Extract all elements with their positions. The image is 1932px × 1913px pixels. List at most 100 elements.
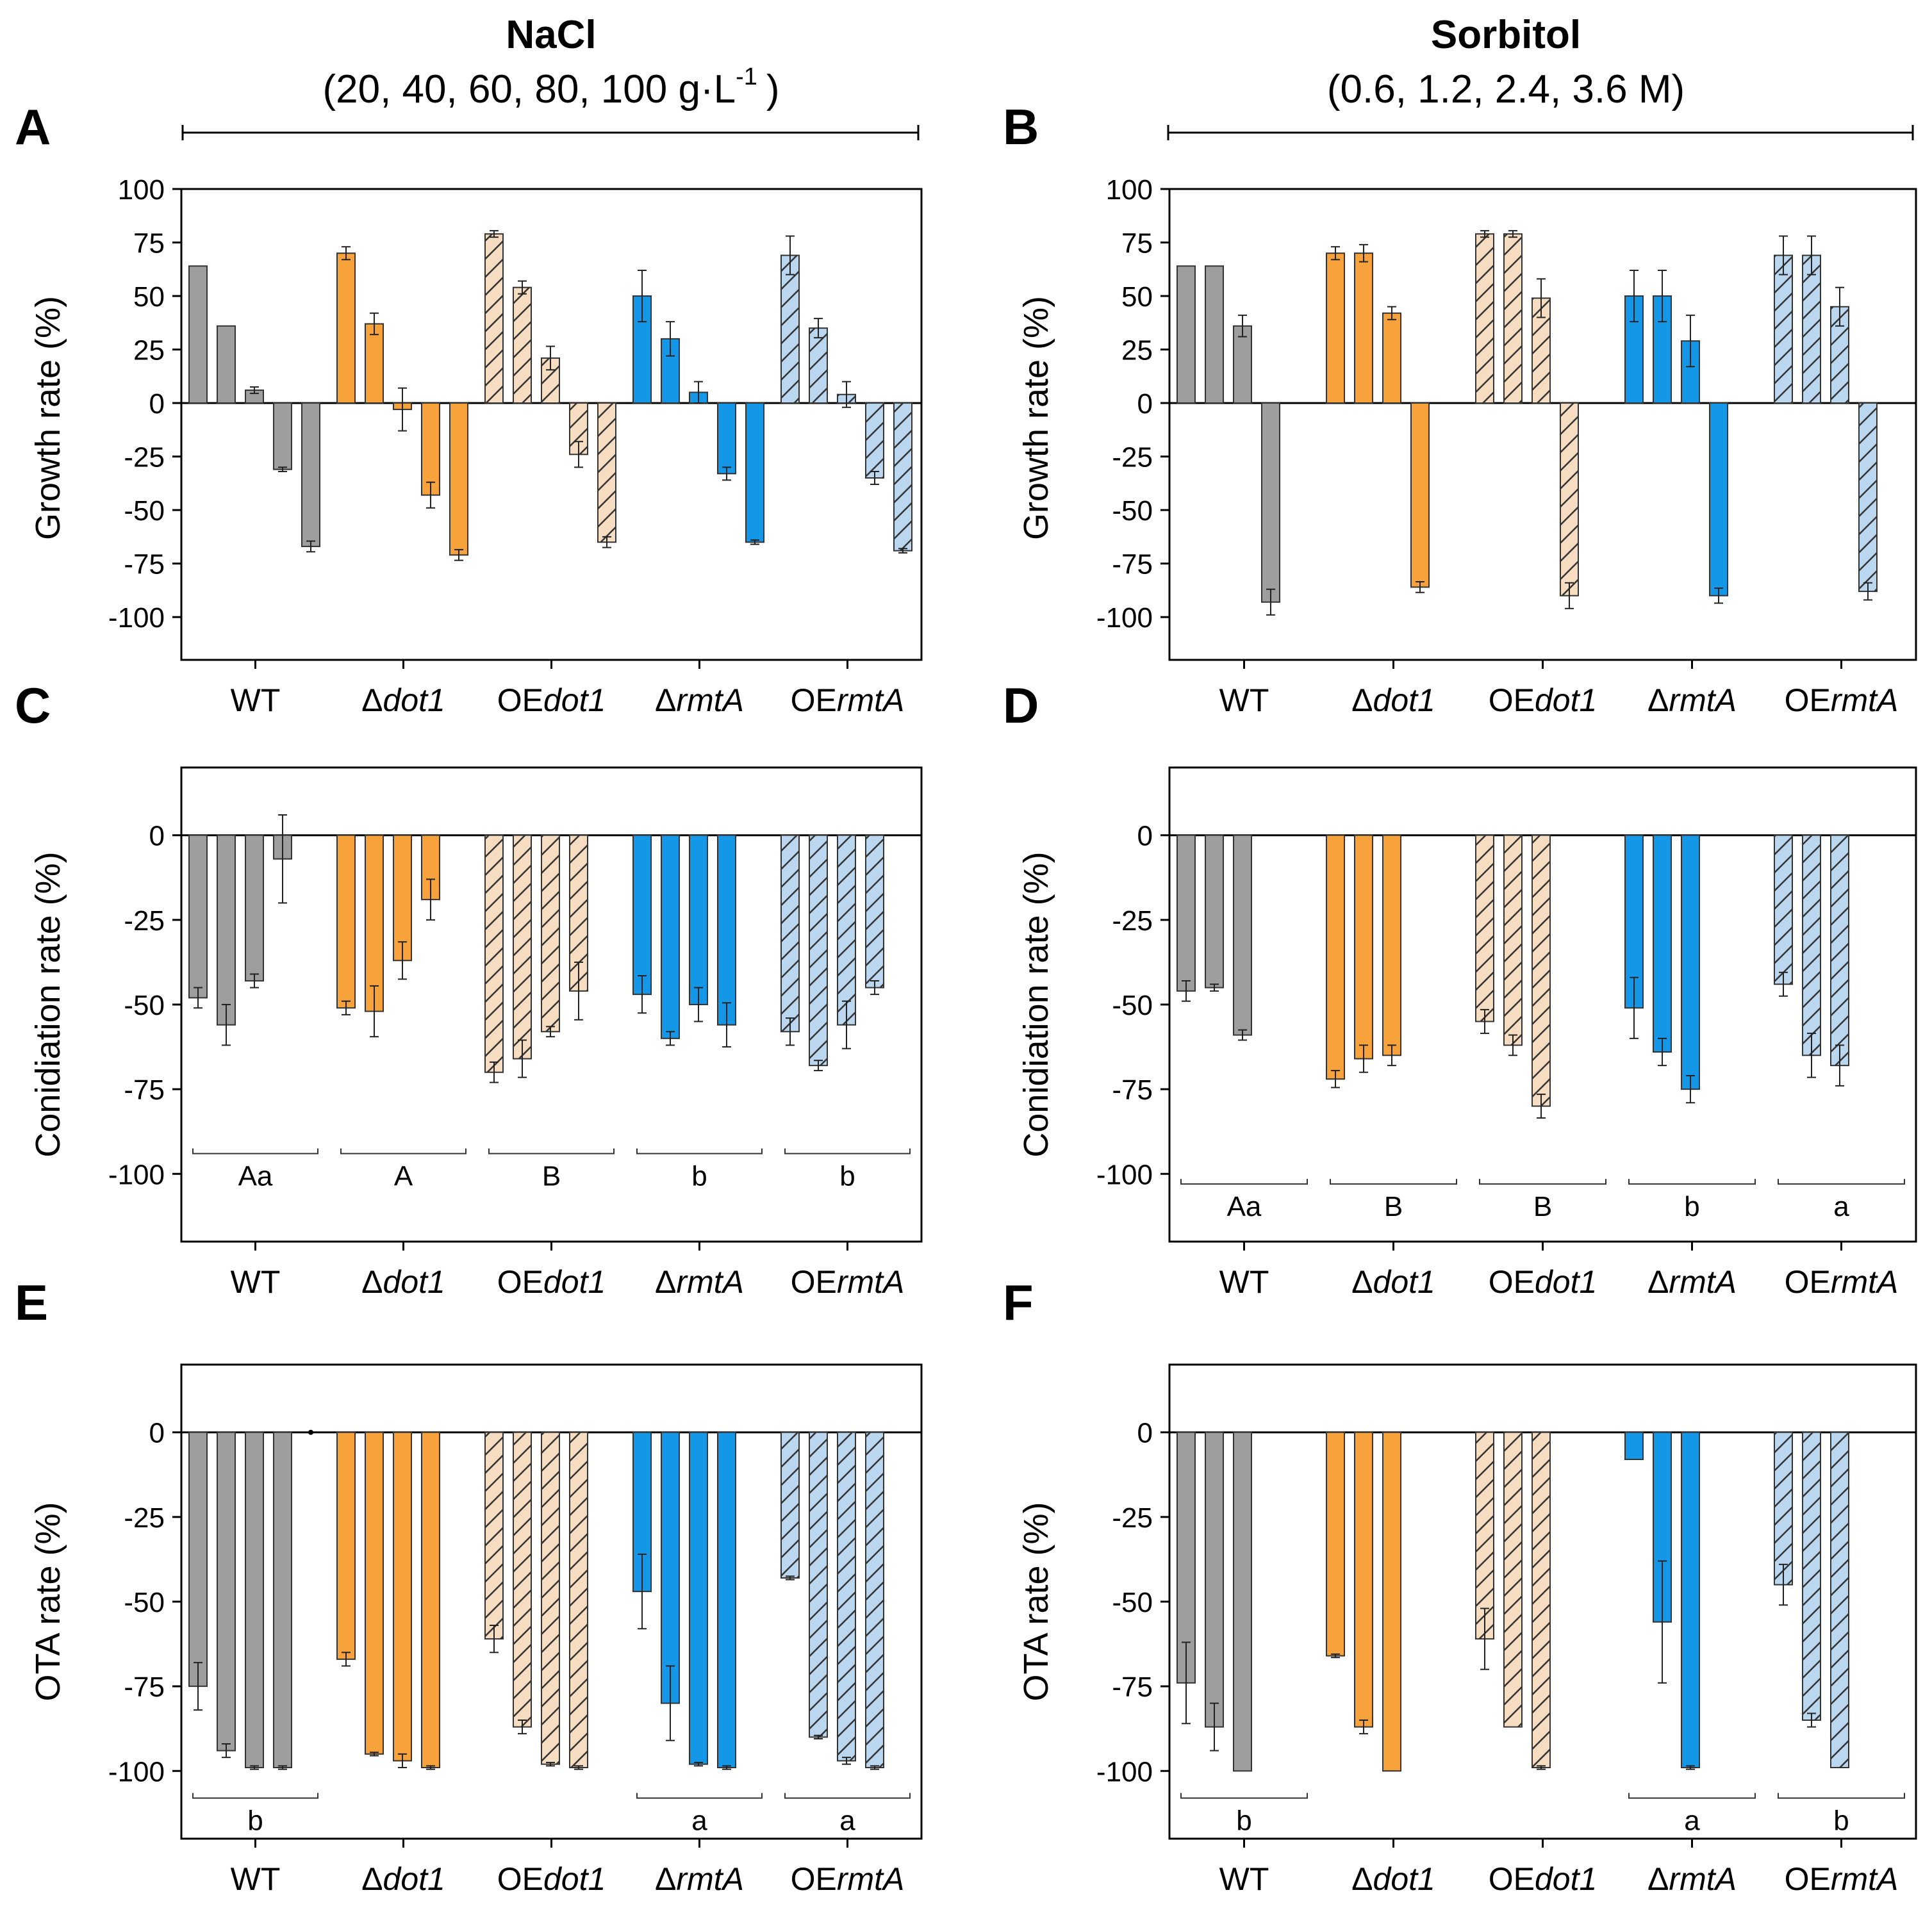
bar	[1382, 1431, 1401, 1772]
bar-group-4	[1624, 1431, 1700, 1770]
strain-prefix: Δ	[1647, 1861, 1669, 1897]
bar	[1503, 1431, 1523, 1728]
significance-letter: a	[1684, 1805, 1700, 1837]
y-tick-label: 0	[149, 1418, 165, 1449]
strain-gene: rmtA	[676, 1861, 744, 1897]
x-tick-label: ΔrmtA	[655, 1861, 744, 1897]
strain-prefix: Δ	[361, 1264, 383, 1300]
y-tick-label: -25	[1112, 905, 1153, 937]
y-tick-label: -25	[124, 442, 165, 473]
strain-prefix: Δ	[655, 682, 676, 718]
bar	[1774, 834, 1793, 985]
y-tick-label: -75	[1112, 549, 1153, 580]
strain-prefix: OE	[791, 1861, 837, 1897]
bar	[809, 1431, 828, 1738]
y-tick-label: -50	[1112, 1587, 1153, 1618]
significance-bracket	[1330, 1179, 1457, 1185]
bar	[1802, 1431, 1821, 1721]
x-tick-label: Δdot1	[1351, 1861, 1435, 1897]
panel-letter-d: D	[1003, 677, 1039, 734]
bar	[449, 402, 468, 556]
bar	[1177, 265, 1196, 404]
bar	[1233, 1431, 1252, 1772]
bar	[1681, 1431, 1700, 1769]
significance-letter: b	[247, 1805, 263, 1837]
y-tick-label: -50	[124, 1587, 165, 1618]
bar	[661, 338, 680, 404]
bar	[661, 1431, 680, 1704]
bar	[1858, 402, 1878, 593]
x-tick-label: OEdot1	[1489, 1264, 1598, 1300]
panel-letter-e: E	[15, 1274, 48, 1331]
strain-gene: dot1	[383, 1861, 445, 1897]
significance-bracket	[1628, 1793, 1756, 1799]
strain-gene: rmtA	[837, 1264, 905, 1300]
x-tick-label: WT	[231, 682, 281, 718]
bar	[336, 834, 356, 1009]
significance-bracket	[488, 1148, 615, 1154]
strain-gene: dot1	[383, 1264, 445, 1300]
significance-bracket	[636, 1148, 763, 1154]
strain-gene: dot1	[1535, 1264, 1597, 1300]
nacl-title: NaCl	[506, 13, 596, 57]
bar	[1205, 834, 1224, 989]
bar-group-5	[1774, 235, 1878, 601]
bar	[780, 834, 800, 1033]
strain-gene: rmtA	[1669, 682, 1737, 718]
y-tick-label: -50	[124, 990, 165, 1021]
panel-b: B 100 75 50 25 0 -25 -50 -75 -100 Growth rate (%) W…	[1003, 99, 1917, 718]
strain-prefix: OE	[1489, 1861, 1535, 1897]
bar-group-2	[336, 1431, 440, 1770]
x-tick-label: OErmtA	[791, 1861, 905, 1897]
strain-gene: dot1	[1373, 682, 1435, 718]
y-tick-label: -100	[1096, 1756, 1153, 1787]
significance-bracket	[1778, 1179, 1905, 1185]
y-tick-label: -75	[124, 549, 165, 580]
significance-letter: a	[691, 1805, 707, 1837]
bar	[217, 834, 236, 1026]
nacl-subtitle: (20, 40, 60, 80, 100 g·L-1)	[322, 63, 779, 111]
x-tick-label: OErmtA	[1785, 1861, 1899, 1897]
bar	[217, 325, 236, 404]
bar	[632, 834, 652, 996]
significance-bracket	[1180, 1179, 1308, 1185]
strain-gene: rmtA	[676, 1264, 744, 1300]
significance-bracket	[784, 1793, 911, 1799]
bar	[1177, 1431, 1196, 1684]
bar	[188, 1431, 208, 1687]
bar	[513, 834, 532, 1060]
strain-prefix: Δ	[1351, 1861, 1373, 1897]
y-axis-label: Conidiation rate (%)	[29, 851, 67, 1157]
bar	[717, 834, 736, 1026]
x-tick-label: Δdot1	[1351, 1264, 1435, 1300]
y-axis-label: Growth rate (%)	[29, 296, 67, 540]
bar	[865, 1431, 884, 1769]
x-tick-label: ΔrmtA	[1647, 1264, 1737, 1300]
y-tick-label: 75	[1121, 228, 1153, 259]
bar-group-1	[188, 265, 320, 553]
y-tick-label: -50	[124, 495, 165, 527]
y-tick-label: -25	[1112, 1502, 1153, 1534]
panel-letter-b: B	[1003, 99, 1039, 155]
bar	[1802, 254, 1821, 404]
x-tick-label: WT	[231, 1861, 281, 1897]
bar	[1410, 402, 1430, 588]
panel-d: D 0 -25 -50 -75 -100 Conidiation rate (%) WT Aa Δ…	[1003, 677, 1917, 1300]
significance-letter: b	[839, 1161, 855, 1192]
strain-plain: WT	[1219, 1264, 1269, 1300]
bar-group-1	[1177, 834, 1252, 1041]
significance-bracket	[784, 1148, 911, 1154]
bar	[245, 1431, 264, 1769]
x-tick-label: OEdot1	[497, 1861, 606, 1897]
bar-group-3	[1475, 834, 1551, 1119]
bar	[273, 402, 292, 470]
bar-group-4	[632, 269, 764, 545]
x-tick-label: OEdot1	[1489, 682, 1598, 718]
nacl-header: NaCl (20, 40, 60, 80, 100 g·L-1)	[181, 13, 920, 140]
y-tick-label: -100	[108, 1756, 165, 1787]
bar-group-5	[1774, 834, 1849, 1087]
x-tick-label: OErmtA	[791, 682, 905, 718]
bar	[865, 834, 884, 989]
y-tick-label: 0	[1137, 388, 1153, 420]
